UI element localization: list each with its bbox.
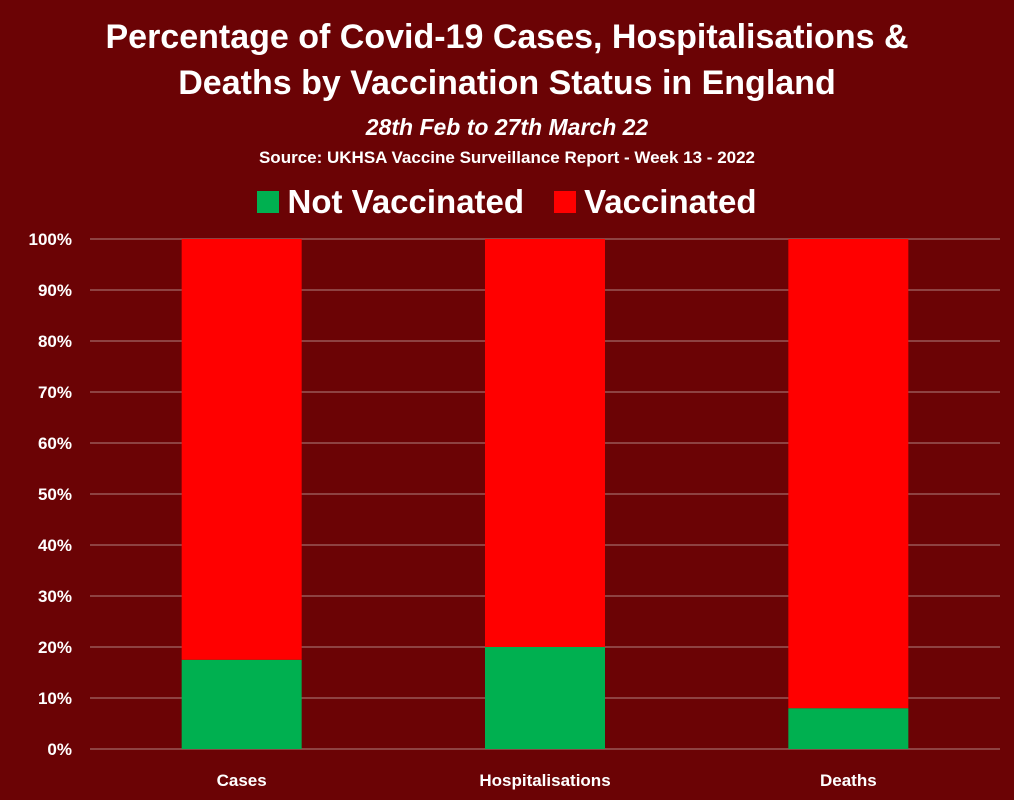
bar-not-vaccinated-cases — [181, 659, 302, 749]
legend: Not Vaccinated Vaccinated — [0, 180, 1014, 224]
chart-subtitle: 28th Feb to 27th March 22 — [365, 114, 649, 140]
legend-swatch-not-vaccinated — [257, 191, 280, 213]
y-tick-label: 20% — [38, 638, 72, 657]
x-tick-label: Hospitalisations — [479, 771, 610, 790]
bar-vaccinated-cases — [181, 239, 302, 660]
legend-entry-not-vaccinated: Not Vaccinated — [257, 180, 524, 224]
x-tick-label: Cases — [217, 771, 267, 790]
legend-label-not-vaccinated: Not Vaccinated — [287, 183, 525, 220]
y-tick-label: 70% — [38, 383, 72, 402]
chart-title-line-2: Deaths by Vaccination Status in England — [178, 64, 836, 102]
bar-vaccinated-deaths — [788, 239, 909, 709]
y-tick-label: 50% — [38, 485, 72, 504]
y-tick-label: 60% — [38, 434, 72, 453]
y-tick-label: 40% — [38, 536, 72, 555]
bar-not-vaccinated-deaths — [788, 708, 909, 749]
bar-not-vaccinated-hospitalisations — [485, 647, 605, 749]
y-tick-label: 30% — [38, 587, 72, 606]
bar-vaccinated-hospitalisations — [485, 239, 605, 647]
y-tick-label: 90% — [38, 281, 72, 300]
legend-swatch-vaccinated — [554, 191, 577, 213]
chart-source: Source: UKHSA Vaccine Surveillance Repor… — [258, 148, 756, 167]
y-tick-label: 100% — [29, 230, 72, 249]
y-tick-label: 80% — [38, 332, 72, 351]
chart-title-line-1: Percentage of Covid-19 Cases, Hospitalis… — [105, 18, 909, 56]
legend-entry-vaccinated: Vaccinated — [554, 180, 757, 224]
y-tick-label: 0% — [47, 740, 72, 759]
legend-label-vaccinated: Vaccinated — [584, 183, 757, 220]
y-tick-label: 10% — [38, 689, 72, 708]
x-tick-label: Deaths — [820, 771, 877, 790]
